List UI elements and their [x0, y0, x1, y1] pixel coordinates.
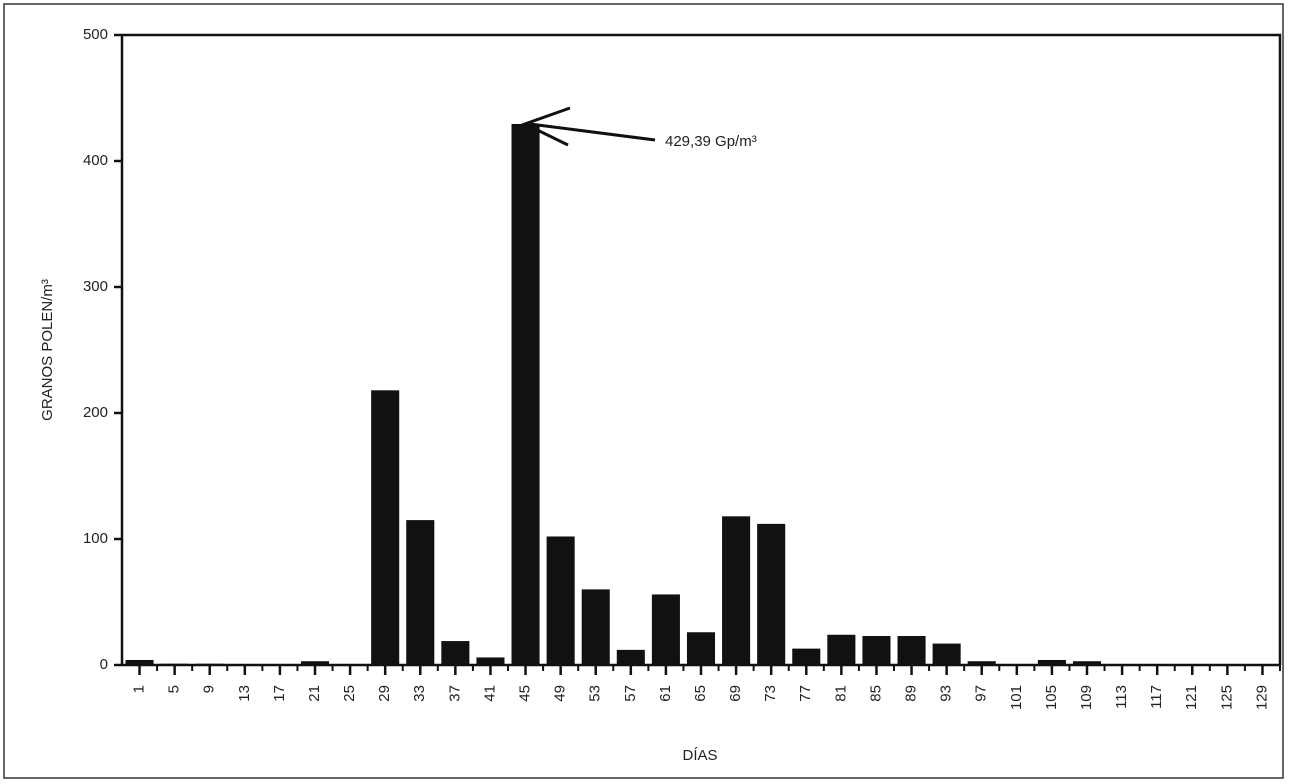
annotation-arrow [529, 122, 656, 142]
x-axis-title: DÍAS [682, 747, 717, 764]
bar [932, 643, 961, 665]
x-tick-label: 85 [867, 685, 884, 702]
frame [3, 3, 1284, 779]
bar [827, 634, 856, 665]
bar [160, 663, 189, 665]
x-tick-label: 101 [1008, 685, 1025, 710]
bar [1072, 661, 1102, 665]
x-tick-label: 13 [236, 685, 253, 702]
bar [686, 632, 716, 665]
x-tick-label: 69 [727, 685, 744, 702]
bar [722, 516, 751, 665]
bar [125, 659, 154, 665]
x-tick-label: 105 [1043, 685, 1060, 710]
x-tick-label: 81 [832, 685, 849, 702]
x-tick-label: 65 [692, 685, 709, 702]
x-tick-label: 121 [1183, 685, 1200, 710]
y-axis-title: GRANOS POLEN/m³ [39, 279, 56, 421]
bar [616, 649, 645, 665]
bar [441, 641, 470, 665]
x-tick-label: 73 [762, 685, 779, 702]
bar [300, 661, 330, 665]
x-tick-label: 89 [903, 685, 920, 702]
bar [862, 636, 891, 665]
bar [581, 589, 610, 665]
x-tick-label: 57 [622, 685, 639, 702]
bar [371, 390, 400, 665]
bar [406, 520, 435, 665]
bar [897, 636, 926, 665]
x-tick-label: 53 [587, 685, 604, 702]
x-tick-label: 25 [341, 685, 358, 702]
x-tick-label: 109 [1078, 685, 1095, 710]
x-tick-label: 125 [1218, 685, 1235, 710]
x-tick-label: 1 [131, 685, 148, 693]
x-tick-label: 9 [201, 685, 218, 693]
plot-border [122, 33, 1282, 665]
x-tick-label: 17 [271, 685, 288, 702]
y-tick-label: 0 [100, 656, 108, 673]
x-tick-label: 29 [376, 685, 393, 702]
y-tick-label: 300 [83, 278, 108, 295]
x-tick-label: 41 [481, 685, 498, 702]
x-tick-label: 93 [938, 685, 955, 702]
x-tick-label: 97 [973, 685, 990, 702]
bar [792, 648, 821, 665]
y-tick-label: 200 [83, 404, 108, 421]
bar [757, 523, 786, 665]
x-tick-label: 21 [306, 685, 323, 702]
x-tick-label: 61 [657, 685, 674, 702]
x-tick-label: 37 [446, 685, 463, 702]
x-tick-label: 33 [411, 685, 428, 702]
bar [546, 536, 575, 665]
y-tick-label: 500 [83, 26, 108, 43]
bar [967, 661, 996, 665]
bar [195, 663, 224, 665]
bar [1037, 659, 1066, 665]
bar [511, 123, 540, 665]
x-tick-label: 77 [797, 685, 814, 702]
bar [651, 594, 680, 665]
bar [476, 657, 505, 665]
x-tick-label: 117 [1148, 685, 1165, 709]
x-tick-label: 113 [1113, 685, 1130, 709]
x-tick-label: 45 [517, 685, 534, 702]
x-tick-label: 129 [1253, 685, 1270, 710]
y-tick-label: 100 [83, 530, 108, 547]
annotation: 429,39 Gp/m³ [665, 133, 757, 150]
x-tick-label: 5 [166, 685, 183, 693]
y-tick-label: 400 [83, 152, 108, 169]
x-tick-label: 49 [552, 685, 569, 702]
